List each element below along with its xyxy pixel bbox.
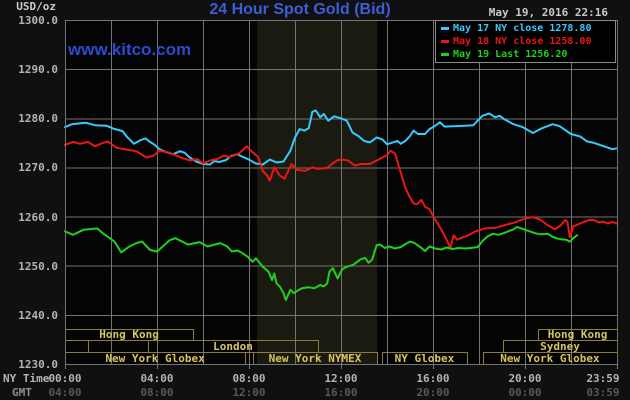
y-tick-label-1240.0: 1240.0 [18,308,58,322]
plot-border [65,20,618,365]
x-tick-ny-12:00: 12:00 [324,372,358,385]
x-tick-gmt-16:00: 16:00 [324,386,358,399]
x-tick-gmt-03:59: 03:59 [586,386,620,399]
price-line-may-19 [64,225,579,302]
x-tick-ny-04:00: 04:00 [140,372,174,385]
legend: May 17 NY close 1278.80 May 18 NY close 1… [435,20,616,63]
y-tick-label-1290.0: 1290.0 [18,63,58,77]
y-tick-label-1260.0: 1260.0 [18,210,58,224]
legend-entry: May 19 Last 1256.20 [441,49,615,60]
legend-dash-icon [441,40,449,43]
x-tick-gmt-00:00: 00:00 [508,386,542,399]
chart-timestamp: May 19, 2016 22:16 [488,6,608,19]
gmt-axis-label: GMT [12,386,32,399]
session-label-sydney: Sydney [540,340,580,353]
legend-dash-icon [441,53,449,56]
y-axis-units-label: USD/oz [16,0,56,13]
x-tick-gmt-08:00: 08:00 [140,386,174,399]
session-label-new-york-globex: New York Globex [500,352,600,365]
session-label-new-york-nymex: New York NYMEX [269,352,362,365]
legend-entry: May 18 NY close 1258.00 [441,36,615,47]
legend-entry-label: May 17 NY close 1278.80 [453,23,592,34]
x-tick-gmt-04:00: 04:00 [48,386,82,399]
x-tick-ny-23:59: 23:59 [586,372,620,385]
legend-entry: May 17 NY close 1278.80 [441,23,615,34]
x-tick-gmt-12:00: 12:00 [232,386,266,399]
y-tick-label-1250.0: 1250.0 [18,259,58,273]
session-label-hong-kong: Hong Kong [548,328,608,341]
session-label-new-york-globex: New York Globex [105,352,205,365]
y-tick-label-1280.0: 1280.0 [18,112,58,126]
x-tick-ny-20:00: 20:00 [508,372,542,385]
legend-entry-label: May 19 Last 1256.20 [453,49,568,60]
chart-title: 24 Hour Spot Gold (Bid) [209,1,391,18]
price-line-may-18 [64,140,618,249]
x-tick-gmt-20:00: 20:00 [416,386,450,399]
x-tick-ny-16:00: 16:00 [416,372,450,385]
legend-entry-label: May 18 NY close 1258.00 [453,36,592,47]
session-label-hong-kong: Hong Kong [99,328,159,341]
session-label-ny-globex: NY Globex [395,352,455,365]
y-tick-label-1300.0: 1300.0 [18,14,58,27]
y-tick-label-1230.0: 1230.0 [18,358,58,371]
session-label-london: London [213,340,253,353]
ny-time-axis-label: NY Time [3,372,50,385]
legend-dash-icon [441,27,449,30]
nymex-session-band [257,20,378,364]
y-tick-label-1270.0: 1270.0 [18,161,58,175]
x-tick-ny-00:00: 00:00 [48,372,82,385]
kitco-watermark-link[interactable]: www.kitco.com [68,40,192,59]
x-tick-ny-08:00: 08:00 [232,372,266,385]
